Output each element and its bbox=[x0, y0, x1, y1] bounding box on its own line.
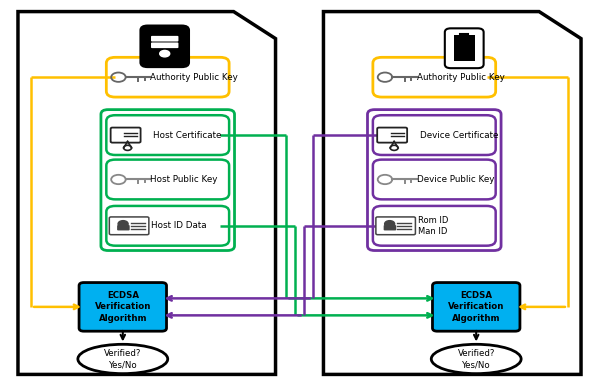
Ellipse shape bbox=[78, 344, 168, 374]
Circle shape bbox=[160, 51, 170, 57]
Polygon shape bbox=[323, 12, 581, 374]
Text: Verified?
Yes/No: Verified? Yes/No bbox=[458, 349, 495, 369]
Text: Authority Public Key: Authority Public Key bbox=[150, 73, 238, 82]
FancyBboxPatch shape bbox=[453, 35, 475, 61]
FancyBboxPatch shape bbox=[141, 25, 189, 67]
FancyBboxPatch shape bbox=[79, 283, 167, 331]
Polygon shape bbox=[18, 12, 276, 374]
FancyBboxPatch shape bbox=[117, 225, 130, 230]
Text: Host ID Data: Host ID Data bbox=[152, 221, 207, 230]
FancyBboxPatch shape bbox=[151, 36, 179, 42]
Text: Device Public Key: Device Public Key bbox=[417, 175, 494, 184]
FancyBboxPatch shape bbox=[107, 115, 229, 155]
FancyBboxPatch shape bbox=[107, 206, 229, 245]
Text: Verified?
Yes/No: Verified? Yes/No bbox=[104, 349, 141, 369]
FancyBboxPatch shape bbox=[383, 225, 397, 230]
FancyBboxPatch shape bbox=[445, 28, 483, 68]
Circle shape bbox=[385, 221, 395, 227]
FancyBboxPatch shape bbox=[367, 110, 501, 251]
FancyBboxPatch shape bbox=[373, 115, 495, 155]
FancyBboxPatch shape bbox=[377, 127, 407, 142]
Text: Rom ID
Man ID: Rom ID Man ID bbox=[418, 216, 448, 236]
FancyBboxPatch shape bbox=[110, 217, 149, 235]
Ellipse shape bbox=[431, 344, 521, 374]
FancyBboxPatch shape bbox=[376, 217, 416, 235]
FancyBboxPatch shape bbox=[111, 127, 141, 142]
FancyBboxPatch shape bbox=[107, 57, 229, 97]
Text: Device Certificate: Device Certificate bbox=[419, 130, 498, 140]
FancyBboxPatch shape bbox=[151, 42, 179, 48]
Text: ECDSA
Verification
Algorithm: ECDSA Verification Algorithm bbox=[448, 291, 504, 323]
FancyBboxPatch shape bbox=[373, 206, 495, 245]
FancyBboxPatch shape bbox=[373, 160, 495, 199]
Text: Host Certificate: Host Certificate bbox=[153, 130, 222, 140]
FancyBboxPatch shape bbox=[432, 283, 520, 331]
FancyBboxPatch shape bbox=[373, 57, 495, 97]
Circle shape bbox=[118, 221, 128, 227]
Text: ECDSA
Verification
Algorithm: ECDSA Verification Algorithm bbox=[95, 291, 151, 323]
Text: Host Public Key: Host Public Key bbox=[150, 175, 217, 184]
Text: Authority Public Key: Authority Public Key bbox=[417, 73, 504, 82]
FancyBboxPatch shape bbox=[107, 160, 229, 199]
FancyBboxPatch shape bbox=[101, 110, 234, 251]
